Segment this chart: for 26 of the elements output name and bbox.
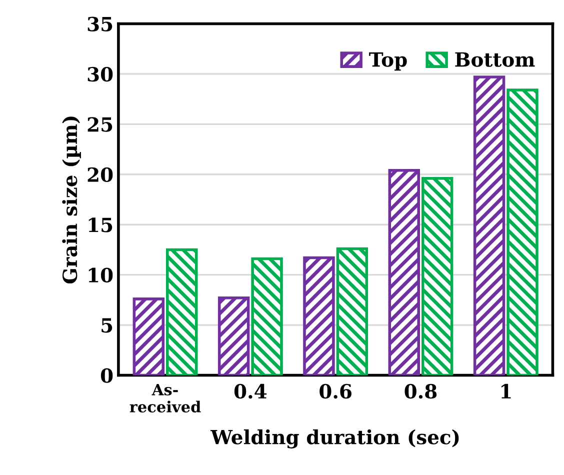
- legend-label: Top: [369, 52, 407, 71]
- bar: [506, 88, 538, 376]
- x-tick-label: 1: [501, 384, 511, 398]
- y-tick-label: 35: [88, 16, 112, 32]
- y-tick-label: 15: [88, 218, 112, 232]
- y-axis-title: Grain size (µm): [62, 116, 81, 284]
- x-axis-title: Welding duration (sec): [210, 429, 459, 448]
- bar: [132, 298, 165, 376]
- bar: [303, 256, 335, 376]
- bar: [336, 247, 368, 376]
- y-tick-label: 20: [88, 167, 113, 182]
- y-tick-label: 5: [102, 318, 112, 333]
- x-tick-label: 0.4: [234, 384, 267, 399]
- y-tick-label: 10: [88, 268, 113, 282]
- y-tick-label: 25: [88, 117, 112, 132]
- y-tick-label: 0: [100, 368, 113, 383]
- x-tick-label: 0.6: [320, 384, 352, 399]
- x-tick-label: 0.8: [404, 384, 437, 399]
- bar: [166, 248, 198, 376]
- legend-label: Bottom: [455, 52, 535, 67]
- bar: [473, 76, 506, 376]
- x-tick-label: As- received: [130, 384, 201, 413]
- y-tick-label: 30: [88, 66, 113, 82]
- bar: [218, 296, 250, 376]
- bar: [251, 257, 283, 376]
- bar: [421, 177, 454, 376]
